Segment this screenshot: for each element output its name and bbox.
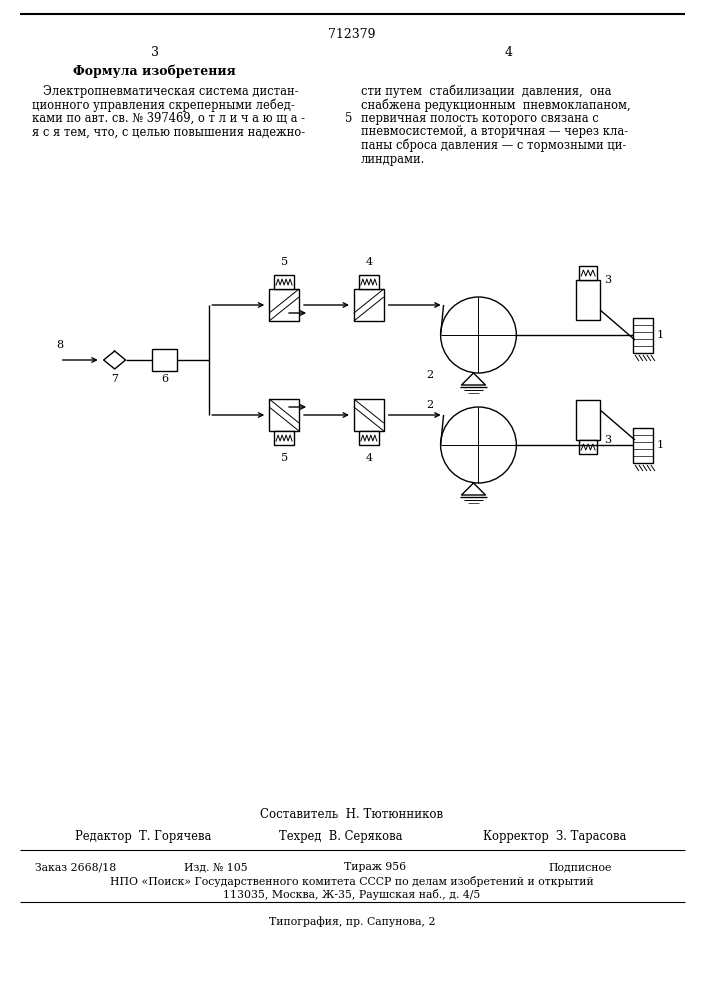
Text: НПО «Поиск» Государственного комитета СССР по делам изобретений и открытий: НПО «Поиск» Государственного комитета СС… (110, 876, 594, 887)
Text: пневмосистемой, а вторичная — через кла-: пневмосистемой, а вторичная — через кла- (361, 125, 628, 138)
Text: 3: 3 (604, 435, 611, 445)
Text: 4: 4 (504, 46, 513, 59)
Text: 6: 6 (161, 374, 168, 384)
Bar (269, 399, 299, 431)
Text: 8: 8 (57, 340, 64, 350)
Text: паны сброса давления — с тормозными ци-: паны сброса давления — с тормозными ци- (361, 139, 626, 152)
Text: 1: 1 (657, 330, 664, 340)
Text: 3: 3 (604, 275, 611, 285)
Bar (576, 400, 600, 440)
Text: 113035, Москва, Ж-35, Раушская наб., д. 4/5: 113035, Москва, Ж-35, Раушская наб., д. … (223, 889, 481, 900)
Text: 7: 7 (111, 374, 118, 384)
Bar (576, 280, 600, 320)
Bar (274, 275, 294, 289)
Text: Корректор  З. Тарасова: Корректор З. Тарасова (484, 830, 627, 843)
Bar (359, 275, 379, 289)
Bar (579, 440, 597, 454)
Text: 3: 3 (151, 46, 158, 59)
Bar (579, 266, 597, 280)
Text: Редактор  Т. Горячева: Редактор Т. Горячева (75, 830, 211, 843)
Text: 4: 4 (366, 453, 373, 463)
Text: снабжена редукционным  пневмоклапаном,: снабжена редукционным пневмоклапаном, (361, 99, 631, 112)
Text: 5: 5 (281, 257, 288, 267)
Bar (633, 428, 653, 462)
Text: Составитель  Н. Тютюнников: Составитель Н. Тютюнников (260, 808, 443, 821)
Text: 1: 1 (657, 440, 664, 450)
Bar (359, 431, 379, 445)
Text: Электропневматическая система дистан-: Электропневматическая система дистан- (32, 85, 298, 98)
Text: ками по авт. св. № 397469, о т л и ч а ю щ а -: ками по авт. св. № 397469, о т л и ч а ю… (32, 112, 305, 125)
Text: линдрами.: линдрами. (361, 152, 425, 165)
Text: сти путем  стабилизации  давления,  она: сти путем стабилизации давления, она (361, 85, 612, 99)
Text: Тираж 956: Тираж 956 (344, 862, 406, 872)
Text: Изд. № 105: Изд. № 105 (185, 862, 248, 872)
Bar (151, 349, 177, 371)
Bar (633, 318, 653, 353)
Text: Формула изобретения: Формула изобретения (73, 65, 236, 79)
Text: 5: 5 (345, 112, 353, 125)
Bar (354, 289, 384, 321)
Text: 4: 4 (366, 257, 373, 267)
Text: Типография, пр. Сапунова, 2: Типография, пр. Сапунова, 2 (269, 916, 435, 927)
Bar (274, 431, 294, 445)
Bar (354, 399, 384, 431)
Text: первичная полость которого связана с: первичная полость которого связана с (361, 112, 599, 125)
Text: 712379: 712379 (328, 28, 375, 41)
Text: Подписное: Подписное (548, 862, 612, 872)
Text: 5: 5 (281, 453, 288, 463)
Text: Техред  В. Серякова: Техред В. Серякова (279, 830, 402, 843)
Bar (269, 289, 299, 321)
Text: я с я тем, что, с целью повышения надежно-: я с я тем, что, с целью повышения надежн… (32, 125, 305, 138)
Text: ционного управления скреперными лебед-: ционного управления скреперными лебед- (32, 99, 295, 112)
Text: 2: 2 (426, 400, 433, 410)
Text: 2: 2 (426, 370, 433, 380)
Text: Заказ 2668/18: Заказ 2668/18 (35, 862, 116, 872)
